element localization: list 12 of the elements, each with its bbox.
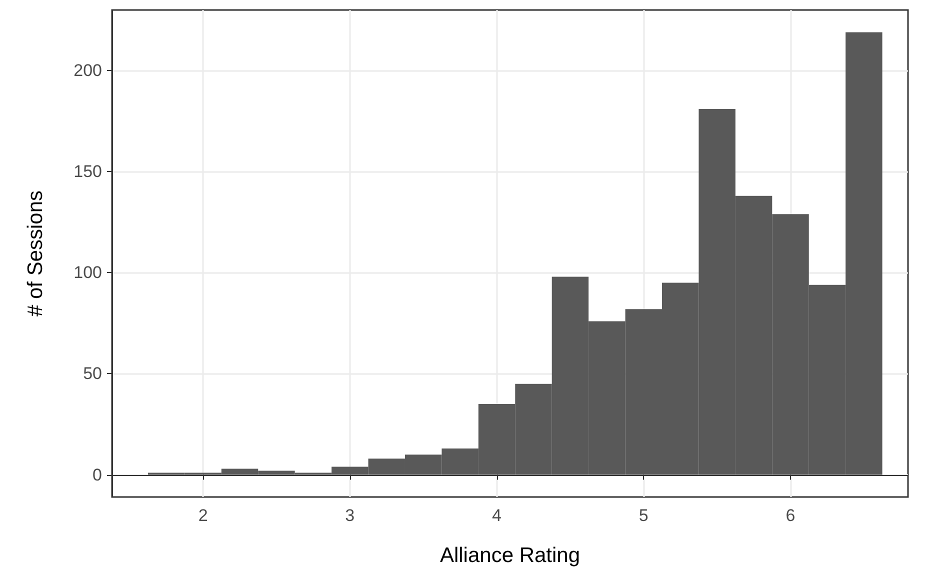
x-tick-label: 4 — [492, 506, 502, 525]
x-tick-label: 3 — [345, 506, 355, 525]
y-tick-label: 200 — [74, 61, 102, 80]
x-tick-label: 6 — [786, 506, 796, 525]
y-tick-label: 50 — [83, 364, 102, 384]
y-tick-label: 100 — [74, 263, 102, 282]
y-tick-label: 0 — [92, 465, 102, 484]
y-axis-title: # of Sessions — [24, 190, 47, 317]
x-tick-label: 2 — [198, 506, 208, 525]
x-tick-label: 5 — [638, 506, 648, 525]
y-tick-label: 150 — [74, 162, 102, 182]
x-axis-title: Alliance Rating — [440, 544, 580, 567]
